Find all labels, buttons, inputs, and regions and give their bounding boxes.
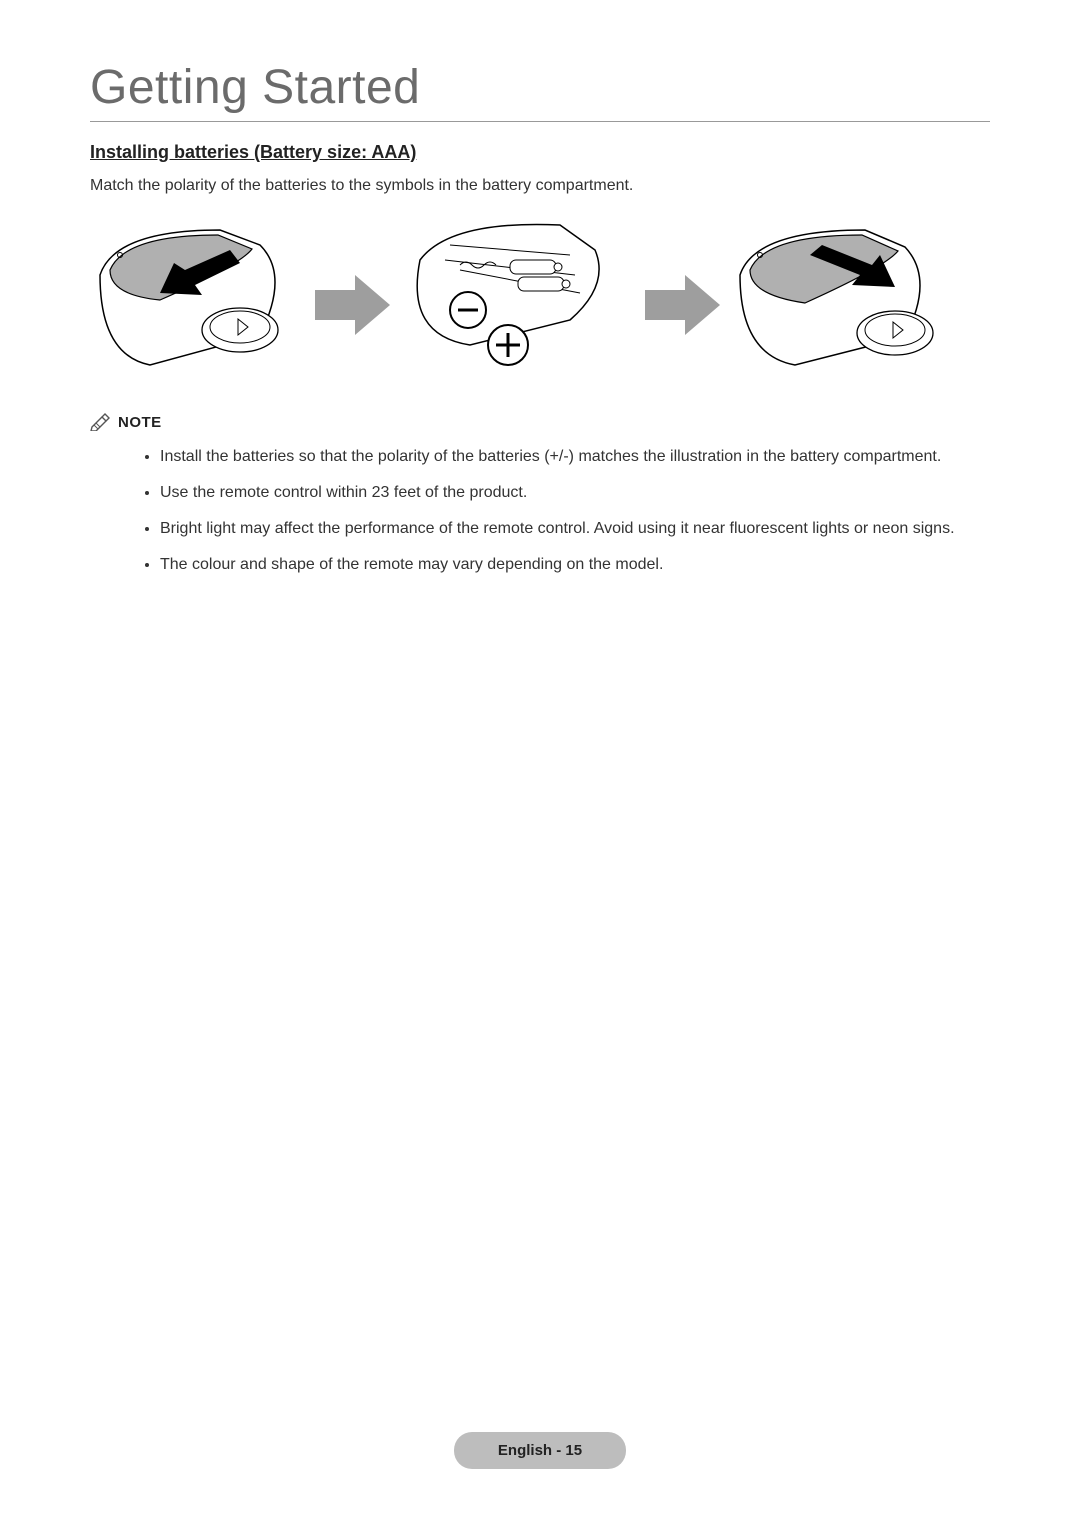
section-subheading: Installing batteries (Battery size: AAA): [90, 142, 990, 163]
note-label: NOTE: [118, 414, 162, 431]
intro-text: Match the polarity of the batteries to t…: [90, 177, 990, 195]
battery-install-diagram: [90, 215, 990, 385]
list-item: Use the remote control within 23 feet of…: [160, 481, 980, 505]
note-icon: [90, 413, 110, 431]
list-item: Bright light may affect the performance …: [160, 517, 980, 541]
list-item: Install the batteries so that the polari…: [160, 445, 980, 469]
diagram-step-2: [417, 224, 599, 365]
step-arrow-2: [645, 275, 720, 335]
page-title: Getting Started: [90, 60, 990, 122]
page-footer: English - 15: [0, 1432, 1080, 1469]
list-item: The colour and shape of the remote may v…: [160, 553, 980, 577]
document-page: Getting Started Installing batteries (Ba…: [0, 0, 1080, 1519]
note-list: Install the batteries so that the polari…: [90, 445, 990, 577]
diagram-step-1: [100, 230, 278, 365]
page-number-pill: English - 15: [454, 1432, 626, 1469]
note-header: NOTE: [90, 413, 990, 431]
step-arrow-1: [315, 275, 390, 335]
diagram-svg: [90, 215, 990, 385]
diagram-step-3: [740, 230, 933, 365]
